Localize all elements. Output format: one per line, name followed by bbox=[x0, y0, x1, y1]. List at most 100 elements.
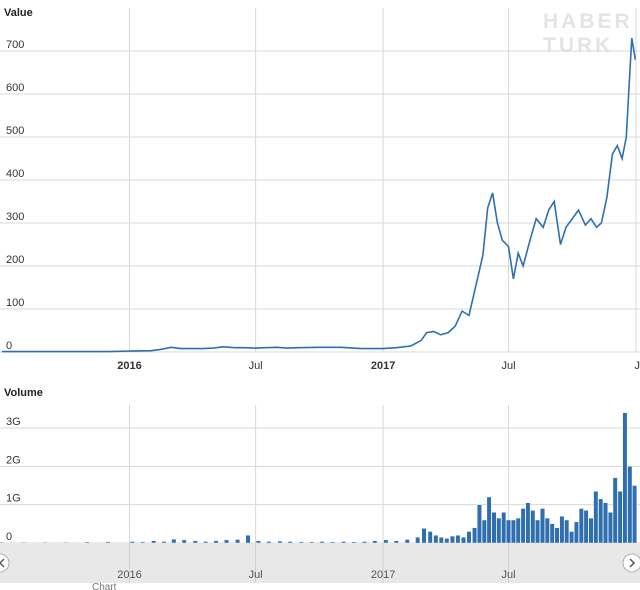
value-y-tick-label: 500 bbox=[6, 125, 24, 137]
value-y-tick-label: 300 bbox=[6, 211, 24, 223]
value-y-tick-label: 200 bbox=[6, 254, 24, 266]
handle-left-circle[interactable] bbox=[0, 553, 10, 573]
navigator-tick-label: Jul bbox=[249, 569, 263, 581]
volume-bar bbox=[427, 531, 433, 544]
volume-bar bbox=[415, 537, 421, 544]
volume-bar bbox=[287, 541, 293, 544]
volume-bar bbox=[569, 531, 575, 544]
volume-bar bbox=[632, 485, 638, 544]
volume-bar bbox=[612, 477, 618, 544]
volume-bar bbox=[161, 541, 167, 544]
handle-right-circle[interactable] bbox=[622, 553, 640, 573]
volume-bar bbox=[438, 537, 444, 544]
volume-bar bbox=[277, 540, 283, 544]
volume-bar bbox=[256, 540, 261, 544]
volume-bar bbox=[151, 540, 157, 544]
volume-bar bbox=[481, 519, 487, 544]
volume-bar bbox=[530, 510, 536, 544]
volume-bar bbox=[455, 535, 461, 544]
value-x-tick-label: 2017 bbox=[371, 360, 395, 372]
chevron-right-icon bbox=[629, 558, 636, 568]
volume-bar bbox=[511, 519, 516, 544]
value-x-tick-label: J bbox=[635, 360, 640, 372]
volume-bar bbox=[608, 512, 613, 544]
volume-bar bbox=[603, 502, 608, 544]
volume-bar bbox=[351, 541, 357, 544]
volume-bar bbox=[554, 527, 560, 544]
volume-bar bbox=[309, 541, 315, 544]
volume-bar bbox=[433, 535, 439, 544]
volume-bar bbox=[544, 517, 550, 544]
volume-bar bbox=[564, 519, 570, 544]
volume-bar bbox=[466, 531, 472, 544]
volume-bar bbox=[42, 542, 48, 544]
volume-bar bbox=[63, 542, 69, 544]
volume-bar bbox=[501, 512, 507, 544]
value-x-tick-label: Jul bbox=[249, 360, 263, 372]
value-y-tick-label: 700 bbox=[6, 39, 24, 51]
navigator-tick-label: 2016 bbox=[117, 569, 141, 581]
volume-bar bbox=[330, 541, 335, 544]
navigator-tick-label: Jul bbox=[501, 569, 515, 581]
volume-bar bbox=[266, 541, 272, 544]
volume-y-tick-label: 1G bbox=[6, 493, 21, 505]
volume-bar bbox=[404, 539, 410, 544]
volume-bar bbox=[574, 521, 579, 544]
volume-bar bbox=[171, 539, 177, 544]
value-x-ticks: 2016 Jul 2017 Jul J bbox=[117, 360, 640, 372]
value-x-tick-label: 2016 bbox=[117, 360, 141, 372]
chevron-left-icon bbox=[0, 558, 5, 568]
range-navigator[interactable]: 2016 Jul 2017 Jul bbox=[0, 543, 640, 583]
navigator-background bbox=[0, 543, 640, 583]
volume-bar bbox=[515, 517, 521, 544]
volume-y-tick-label: 3G bbox=[6, 416, 21, 428]
volume-bar bbox=[421, 528, 427, 544]
volume-bar bbox=[627, 466, 633, 544]
volume-bar bbox=[140, 541, 146, 544]
volume-bar bbox=[444, 538, 450, 544]
volume-bar bbox=[506, 519, 511, 544]
volume-bar bbox=[461, 537, 466, 544]
volume-bar bbox=[549, 523, 555, 544]
value-y-ticks: 0 100 200 300 400 500 600 700 bbox=[6, 39, 24, 352]
value-y-tick-label: 600 bbox=[6, 82, 24, 94]
volume-bar bbox=[372, 540, 378, 544]
value-gridlines bbox=[0, 8, 640, 353]
volume-bar bbox=[477, 504, 482, 544]
volume-bar bbox=[393, 540, 399, 544]
volume-bar bbox=[578, 508, 584, 544]
navigator-tick-label: 2017 bbox=[371, 569, 395, 581]
volume-bar bbox=[362, 541, 367, 544]
value-y-tick-label: 400 bbox=[6, 168, 24, 180]
volume-y-tick-label: 0 bbox=[6, 531, 12, 543]
chart-credit: Chart bbox=[92, 582, 117, 590]
volume-panel: Volume 0 1G 2G 3G bbox=[0, 387, 640, 544]
volume-bar bbox=[21, 542, 26, 544]
volume-bar bbox=[224, 539, 229, 544]
volume-bar bbox=[583, 510, 589, 544]
volume-bar bbox=[341, 541, 346, 544]
volume-bar bbox=[181, 539, 187, 544]
volume-bar bbox=[450, 535, 455, 544]
value-panel: Value 0 100 200 300 400 500 600 700 2016 Jul 2017… bbox=[0, 7, 640, 372]
volume-bar bbox=[540, 508, 545, 544]
navigator-handle-right[interactable] bbox=[622, 553, 640, 573]
volume-bar bbox=[298, 541, 304, 544]
volume-bar bbox=[622, 412, 628, 544]
watermark-logo: HABER TURK bbox=[543, 10, 633, 57]
volume-bar bbox=[593, 491, 599, 544]
watermark-line-1: HABER bbox=[543, 10, 633, 33]
volume-bar bbox=[598, 498, 604, 544]
volume-bar bbox=[617, 491, 623, 544]
volume-y-ticks: 0 1G 2G 3G bbox=[6, 416, 21, 543]
volume-bar bbox=[245, 535, 251, 544]
volume-bar bbox=[520, 508, 526, 544]
volume-bar bbox=[559, 516, 565, 544]
volume-bar bbox=[588, 517, 594, 544]
value-x-tick-label: Jul bbox=[501, 360, 515, 372]
navigator-handle-left[interactable] bbox=[0, 553, 10, 573]
volume-bars bbox=[0, 412, 638, 544]
volume-bar bbox=[383, 539, 389, 544]
volume-bar bbox=[0, 542, 5, 544]
